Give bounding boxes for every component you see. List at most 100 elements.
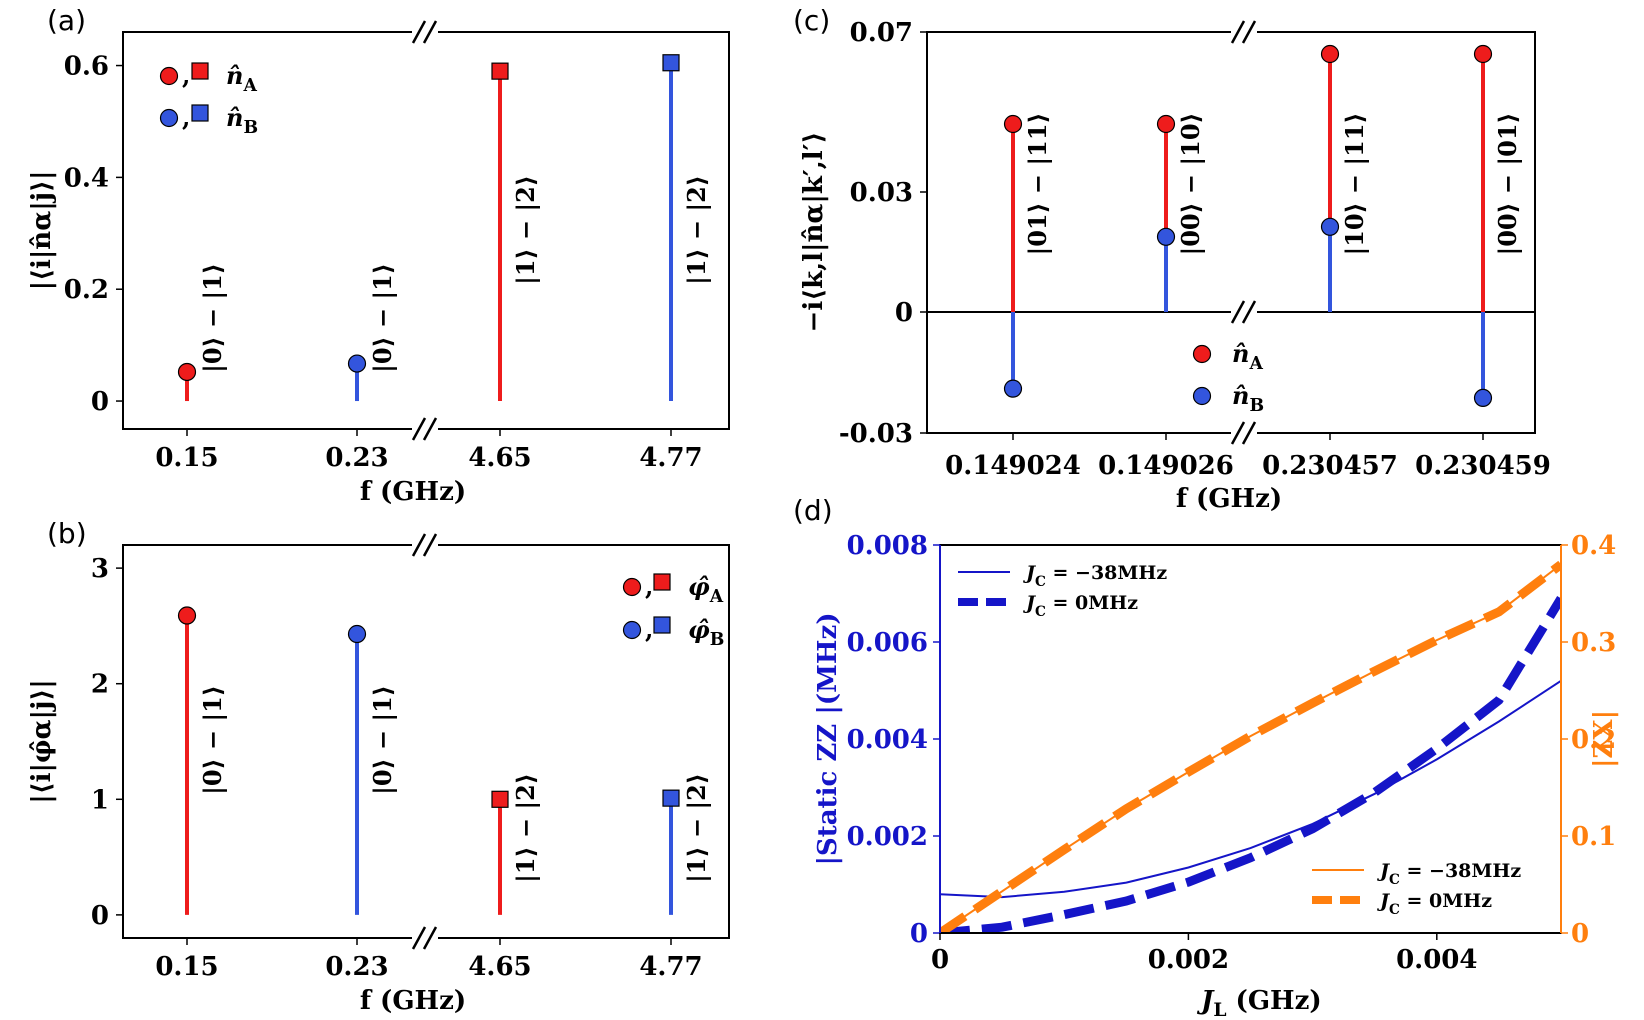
a-xtick-label: 4.77	[639, 443, 702, 473]
c-stem-a-marker	[1003, 114, 1023, 134]
c-break-bottom-stroke-2	[1241, 421, 1257, 445]
a-stem-marker	[491, 62, 509, 80]
c-legend-circle-icon	[1192, 386, 1212, 406]
b-ytick-label: 0	[91, 901, 109, 931]
a-stem-marker	[347, 354, 367, 373]
a-ytick-label: 0	[91, 387, 109, 417]
b-stem-marker	[177, 606, 197, 625]
a-ytick-label: 0.6	[64, 52, 109, 82]
d-ylabel-left: |Static ZZ |(MHz)	[813, 612, 843, 865]
c-legend-label: n̂B	[1232, 381, 1264, 416]
a-stem-marker	[177, 362, 197, 382]
d-xtick-label: 0	[931, 945, 949, 975]
c-xtick-label: 0.149026	[1098, 451, 1234, 481]
a-xlabel: f (GHz)	[360, 477, 466, 507]
b-xtick-label: 4.77	[639, 952, 702, 982]
c-ytick-label: 0.03	[850, 178, 913, 208]
c-xtick-label: 0.230457	[1262, 451, 1398, 481]
c-legend-circle-icon	[1192, 344, 1212, 364]
a-stem-marker	[662, 54, 680, 72]
c-panel-label: (c)	[793, 4, 830, 37]
d-series-left-solid	[940, 679, 1561, 899]
b-legend-square-icon	[653, 616, 671, 634]
b-xtick-label: 0.15	[155, 952, 218, 982]
b-ytick-label: 3	[91, 554, 109, 584]
b-ylabel: |⟨i|φ̂α|j⟩|	[27, 679, 57, 803]
c-stem-b-marker	[1003, 379, 1023, 398]
c-xtick-label: 0.149024	[945, 451, 1081, 481]
b-legend-sep: ,	[645, 572, 653, 601]
a-legend-label: n̂A	[226, 61, 257, 96]
b-break-top-stroke-1	[411, 533, 427, 557]
b-xtick-label: 0.23	[325, 952, 388, 982]
d-legend-label: JC = −38MHz	[1023, 562, 1167, 590]
a-stem-label: |1⟩ − |2⟩	[682, 175, 711, 285]
d-series-left-dashed	[940, 596, 1561, 933]
c-legend-label: n̂A	[1232, 339, 1263, 374]
b-xtick-label: 4.65	[468, 952, 531, 982]
c-frame	[926, 31, 1536, 434]
a-legend-sep: ,	[182, 61, 190, 90]
c-ytick-label: 0.07	[850, 18, 913, 48]
a-stem-label: |0⟩ − |1⟩	[368, 263, 397, 373]
b-break-bottom-stroke-1	[411, 926, 427, 950]
b-legend-circle-icon	[622, 620, 642, 640]
b-stem-label: |0⟩ − |1⟩	[368, 685, 397, 795]
b-stem-marker	[347, 624, 367, 644]
a-break-top-stroke-1	[411, 20, 427, 44]
d-ytick-left-label: 0.008	[847, 531, 928, 561]
d-series-right-dashed	[940, 560, 1561, 933]
b-legend-sep: ,	[645, 615, 653, 644]
b-stem-label: |0⟩ − |1⟩	[198, 685, 227, 795]
a-legend-circle-icon	[159, 66, 179, 86]
b-legend-circle-icon	[622, 577, 642, 597]
a-legend-square-icon	[191, 104, 209, 122]
c-break-mid-stroke-1	[1230, 300, 1246, 324]
d-ytick-left-label: 0.002	[847, 822, 928, 852]
a-ytick-label: 0.2	[64, 275, 109, 305]
d-ytick-left-label: 0.006	[847, 628, 928, 658]
d-ylabel-right: |ZX|	[1589, 710, 1619, 768]
c-break-mid-stroke-2	[1241, 300, 1257, 324]
c-xlabel: f (GHz)	[1176, 484, 1282, 514]
c-stem-a-marker	[1473, 44, 1493, 64]
c-stem-a-marker	[1320, 44, 1340, 64]
d-ytick-right-label: 0.3	[1571, 628, 1616, 658]
a-xtick-label: 0.23	[325, 443, 388, 473]
a-panel-label: (a)	[47, 4, 86, 37]
d-legend-label: JC = 0MHz	[1377, 890, 1492, 918]
b-xlabel: f (GHz)	[360, 986, 466, 1016]
d-legend-label: JC = 0MHz	[1023, 592, 1138, 620]
d-xtick-label: 0.002	[1148, 945, 1229, 975]
d-ytick-right-label: 0.4	[1571, 531, 1616, 561]
c-xtick-label: 0.230459	[1415, 451, 1551, 481]
a-stem-label: |1⟩ − |2⟩	[511, 175, 540, 285]
c-break-bottom-stroke-1	[1230, 421, 1246, 445]
c-stem-label: |10⟩ − |11⟩	[1340, 112, 1369, 255]
a-legend-sep: ,	[182, 103, 190, 132]
c-stem-label: |00⟩ − |01⟩	[1493, 112, 1522, 255]
a-ytick-label: 0.4	[64, 163, 109, 193]
c-stem-a-marker	[1156, 114, 1176, 134]
a-xtick-label: 4.65	[468, 443, 531, 473]
b-break-bottom-stroke-2	[422, 926, 438, 950]
a-break-top-stroke-2	[422, 20, 438, 44]
a-legend-square-icon	[191, 62, 209, 80]
c-stem-label: |00⟩ − |10⟩	[1176, 112, 1205, 255]
c-stem-b-marker	[1156, 227, 1176, 246]
c-ytick-label: -0.03	[839, 419, 913, 449]
c-ylabel: −i⟨k,l|n̂α|k′,l′⟩	[799, 132, 829, 333]
d-ytick-right-label: 0.1	[1571, 822, 1616, 852]
b-ytick-label: 2	[91, 670, 109, 700]
b-stem-marker	[491, 790, 509, 808]
d-panel-label: (d)	[793, 494, 833, 527]
c-ytick-label: 0	[895, 298, 913, 328]
c-break-top-stroke-2	[1241, 20, 1257, 44]
a-break-bottom-stroke-2	[422, 417, 438, 441]
a-break-bottom-stroke-1	[411, 417, 427, 441]
d-xlabel-base: JL (GHz)	[1196, 986, 1322, 1020]
b-panel-label: (b)	[47, 517, 87, 550]
b-legend-label: φ̂B	[688, 615, 724, 650]
a-ylabel: |⟨i|n̂α|j⟩|	[27, 171, 57, 291]
